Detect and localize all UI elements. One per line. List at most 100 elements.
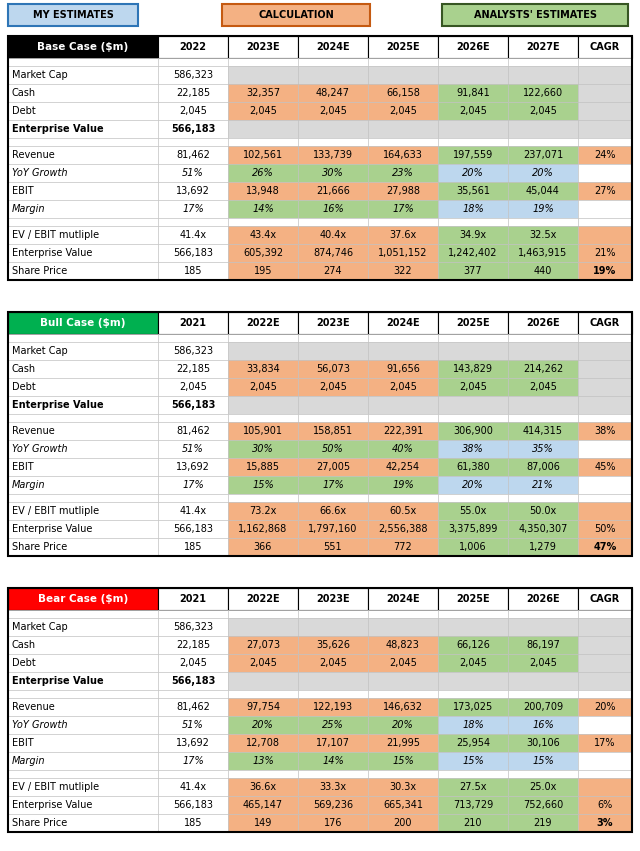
Bar [508,698,578,716]
Bar [228,58,298,66]
Bar [158,262,228,280]
Text: 38%: 38% [462,444,484,454]
Bar [438,360,508,378]
Bar [368,520,438,538]
Bar [368,458,438,476]
Bar [578,334,632,342]
Bar [298,342,368,360]
Bar [508,102,578,120]
Text: 122,193: 122,193 [313,702,353,712]
Bar [578,458,632,476]
Bar [368,138,438,146]
Text: 200,709: 200,709 [523,702,563,712]
Text: Revenue: Revenue [12,702,55,712]
Text: 21,995: 21,995 [386,738,420,748]
Bar [438,218,508,226]
Bar [578,138,632,146]
Bar [228,66,298,84]
Bar [438,778,508,796]
Text: Margin: Margin [12,480,45,490]
Text: 377: 377 [464,266,483,276]
Bar [368,414,438,422]
Text: EBIT: EBIT [12,186,34,196]
Bar [8,672,158,690]
Bar [158,752,228,770]
Text: 1,797,160: 1,797,160 [308,524,358,534]
Bar [228,654,298,672]
Text: 23%: 23% [392,168,414,178]
Bar [508,312,578,334]
Bar [298,716,368,734]
Bar [508,218,578,226]
Bar [508,494,578,502]
Text: Debt: Debt [12,382,36,392]
Bar [368,360,438,378]
Text: 2023E: 2023E [246,42,280,52]
Bar [8,494,158,502]
Text: 41.4x: 41.4x [179,230,207,240]
Text: EBIT: EBIT [12,462,34,472]
Bar [578,164,632,182]
Text: 20%: 20% [532,168,554,178]
Text: 197,559: 197,559 [453,150,493,160]
Bar [8,218,158,226]
Text: 2,045: 2,045 [319,658,347,668]
Bar [508,262,578,280]
Bar [578,778,632,796]
Text: 185: 185 [184,818,202,828]
Text: 73.2x: 73.2x [250,506,276,516]
Text: 1,242,402: 1,242,402 [448,248,498,258]
Text: 18%: 18% [462,204,484,214]
Text: 2,556,388: 2,556,388 [378,524,428,534]
Text: 2022E: 2022E [246,594,280,604]
Bar [8,716,158,734]
Bar [438,422,508,440]
Bar [158,58,228,66]
Bar [228,796,298,814]
Text: 2025E: 2025E [456,594,490,604]
Bar [8,102,158,120]
Bar [228,716,298,734]
Bar [8,636,158,654]
Text: 41.4x: 41.4x [179,782,207,792]
Bar [508,476,578,494]
Bar [508,796,578,814]
Bar [8,378,158,396]
Text: 2,045: 2,045 [179,382,207,392]
Text: 1,006: 1,006 [459,542,487,552]
Bar [368,494,438,502]
Bar [438,494,508,502]
Bar [508,440,578,458]
Bar [578,262,632,280]
Bar [298,36,368,58]
Bar [158,538,228,556]
Bar [442,4,628,26]
Text: 81,462: 81,462 [176,702,210,712]
Bar [508,502,578,520]
Bar [578,538,632,556]
Text: 665,341: 665,341 [383,800,423,810]
Bar [508,138,578,146]
Bar [158,440,228,458]
Text: MY ESTIMATES: MY ESTIMATES [33,10,113,20]
Text: 146,632: 146,632 [383,702,423,712]
Text: 20%: 20% [252,720,274,730]
Text: CAGR: CAGR [590,42,620,52]
Text: 48,247: 48,247 [316,88,350,98]
Text: Enterprise Value: Enterprise Value [12,800,92,810]
Text: 50%: 50% [322,444,344,454]
Bar [368,378,438,396]
Bar [158,502,228,520]
Bar [228,182,298,200]
Bar [438,414,508,422]
Bar [298,636,368,654]
Bar [228,698,298,716]
Text: EV / EBIT mutliple: EV / EBIT mutliple [12,506,99,516]
Bar [298,182,368,200]
Bar [438,690,508,698]
Bar [368,102,438,120]
Text: 2021: 2021 [179,318,207,328]
Text: 30.3x: 30.3x [389,782,417,792]
Bar [8,752,158,770]
Bar [368,588,438,610]
